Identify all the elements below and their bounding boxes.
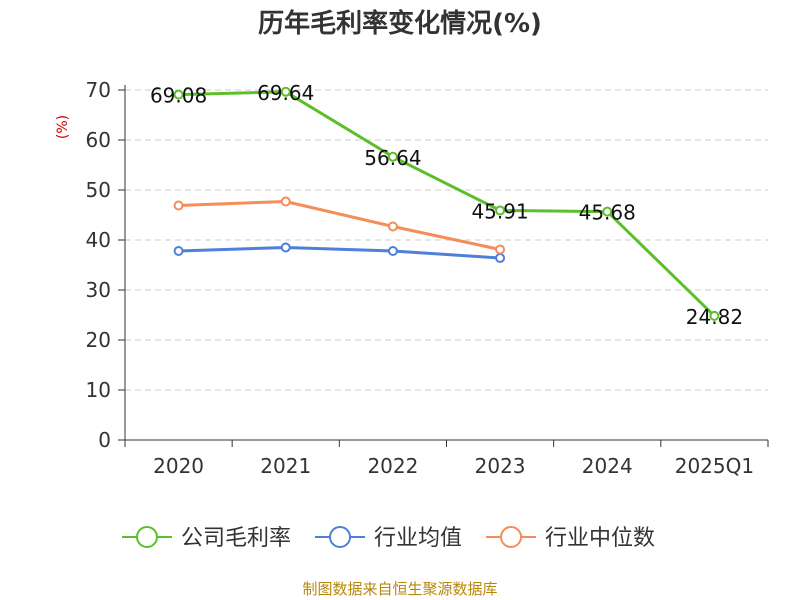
legend-label-2: 行业中位数	[545, 526, 655, 551]
data-label-0-5: 24.82	[686, 305, 743, 329]
x-tick-label-2020: 2020	[153, 454, 204, 478]
legend-item-2: 行业中位数	[486, 526, 655, 551]
point-0-1	[280, 86, 291, 97]
point-2-0	[173, 200, 184, 211]
y-axis-label: (%)	[55, 115, 71, 139]
legend-marker-0	[136, 526, 158, 548]
source-note: 制图数据来自恒生聚源数据库	[302, 580, 497, 598]
point-0-0	[173, 89, 184, 100]
point-1-3	[495, 253, 506, 263]
point-0-3	[495, 205, 506, 216]
legend-label-1: 行业均值	[374, 526, 462, 551]
x-tick-label-2022: 2022	[367, 454, 418, 478]
legend-item-1: 行业均值	[315, 526, 462, 551]
data-label-0-0: 69.08	[150, 84, 207, 108]
legend-marker-1	[329, 526, 352, 548]
series-line-0	[178, 90, 716, 317]
grid-lines	[125, 89, 768, 391]
x-tick-label-2021: 2021	[260, 454, 311, 478]
data-labels: 69.08 69.64 56.64 45.91 45.68 24.82	[150, 81, 743, 329]
point-2-1	[280, 196, 291, 207]
x-tick-label-2024: 2024	[582, 454, 633, 478]
y-tick-label-60: 60	[86, 128, 111, 152]
axes: 0 10 20 30 40 50 60 70 2020 2021 2022 2023 2024 2025Q…	[86, 78, 769, 478]
y-tick-label-70: 70	[86, 78, 111, 102]
point-1-1	[280, 242, 291, 253]
legend-marker-2	[500, 526, 523, 548]
chart-title: 历年毛利率变化情况(%)	[258, 8, 542, 39]
point-0-4	[602, 206, 613, 217]
y-tick-label-30: 30	[86, 278, 111, 302]
y-tick-label-10: 10	[86, 378, 111, 402]
legend-item-0: 公司毛利率	[122, 526, 291, 551]
point-1-0	[173, 246, 184, 256]
data-label-0-4: 45.68	[579, 201, 636, 225]
data-label-0-2: 56.64	[364, 146, 421, 170]
series-0	[173, 86, 720, 321]
y-tick-label-0: 0	[98, 428, 111, 452]
series-1	[173, 242, 506, 263]
series-line-1	[178, 245, 501, 260]
data-label-0-3: 45.91	[471, 199, 528, 223]
x-tick-label-2023: 2023	[475, 454, 526, 478]
legend: 公司毛利率 行业均值 行业中位数	[122, 526, 655, 551]
series-layer	[173, 86, 720, 321]
point-1-2	[387, 246, 398, 256]
y-tick-label-20: 20	[86, 328, 111, 352]
point-0-5	[709, 310, 720, 321]
point-2-3	[495, 244, 506, 255]
y-tick-label-50: 50	[86, 178, 111, 202]
x-tick-label-2025Q1: 2025Q1	[675, 454, 754, 478]
series-2	[173, 196, 506, 255]
series-line-2	[178, 199, 501, 251]
point-2-2	[387, 221, 398, 232]
point-0-2	[387, 151, 398, 162]
data-label-0-1: 69.64	[257, 81, 314, 105]
y-tick-label-40: 40	[86, 228, 111, 252]
legend-label-0: 公司毛利率	[181, 526, 291, 551]
